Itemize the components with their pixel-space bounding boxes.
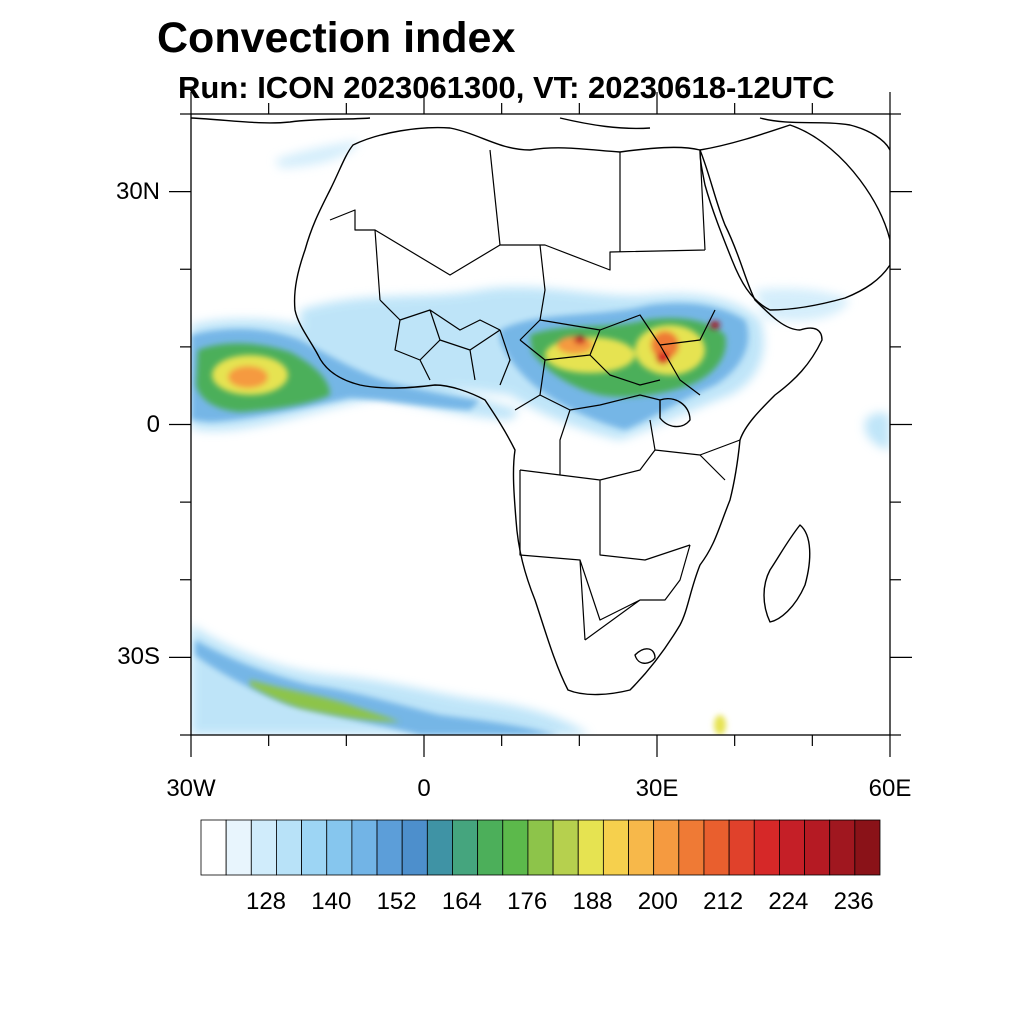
convection-core-central-red — [656, 352, 670, 364]
colorbar — [200, 819, 881, 876]
lat-tick-label: 30S — [117, 643, 160, 671]
convection-core-southern-green — [250, 680, 400, 722]
colorbar-swatch — [276, 819, 302, 876]
lon-tick-label: 0 — [417, 775, 431, 802]
colorbar-swatch — [552, 819, 579, 876]
lon-tick-label: 30W — [166, 775, 216, 802]
country-borders — [329, 149, 741, 641]
colorbar-label: 164 — [441, 888, 482, 915]
colorbar-label: 236 — [833, 888, 874, 915]
colorbar-swatch — [477, 819, 504, 876]
lake-victoria — [659, 398, 691, 428]
colorbar-label: 176 — [507, 888, 548, 915]
colorbar-label: 140 — [311, 888, 352, 915]
colorbar-swatch — [225, 819, 252, 876]
arabia-coastline — [699, 124, 890, 311]
colorbar-label: 212 — [703, 888, 744, 915]
colorbar-swatch — [351, 819, 378, 876]
colorbar-swatch — [200, 819, 227, 876]
chart-title: Convection index — [157, 14, 516, 62]
colorbar-swatch — [452, 819, 479, 876]
europe-coastline — [191, 117, 890, 151]
colorbar-swatch — [577, 819, 604, 876]
colorbar-swatch — [376, 819, 403, 876]
colorbar-swatch — [678, 819, 705, 876]
colorbar-swatch — [426, 819, 453, 876]
coastlines — [191, 117, 890, 696]
convection-core-central-red-2 — [574, 336, 586, 344]
convection-area-indian-ocean — [865, 412, 890, 450]
colorbar-swatch — [502, 819, 529, 876]
convection-area-arabian-sea — [275, 140, 360, 168]
lat-tick-label: 0 — [146, 410, 160, 438]
colorbar-swatch — [401, 819, 428, 876]
axis-ticks — [169, 92, 912, 757]
lesotho-border — [634, 648, 656, 664]
colorbar-swatch — [653, 819, 680, 876]
convection-core-east-red — [710, 321, 720, 329]
colorbar-swatch — [829, 819, 856, 876]
colorbar-label: 188 — [572, 888, 613, 915]
madagascar-coastline — [763, 524, 811, 623]
colorbar-swatch — [753, 819, 780, 876]
convection-core-atlantic-orange — [228, 366, 268, 388]
colorbar-swatch — [779, 819, 805, 876]
colorbar-swatch — [326, 819, 353, 876]
colorbar-label: 128 — [245, 888, 287, 915]
convection-area-red-sea — [755, 288, 850, 321]
map-frame — [190, 113, 891, 736]
lon-tick-label: 60E — [868, 775, 912, 802]
colorbar-swatch — [301, 819, 328, 876]
colorbar-swatch — [602, 819, 629, 876]
colorbar-swatch — [628, 819, 655, 876]
africa-coastline — [293, 126, 823, 696]
colorbar-label: 152 — [376, 888, 417, 915]
lat-tick-label: 30N — [115, 177, 160, 205]
chart-subtitle: Run: ICON 2023061300, VT: 20230618-12UTC — [178, 70, 835, 105]
colorbar-label: 224 — [768, 888, 809, 915]
convection-core-southern-yellow — [714, 715, 726, 735]
colorbar-swatch — [804, 819, 831, 876]
colorbar-swatch — [527, 819, 554, 876]
colorbar-swatch — [728, 819, 755, 876]
convection-core-central-orange-2 — [651, 331, 679, 359]
colorbar-swatch — [250, 819, 277, 876]
colorbar-swatch — [854, 819, 881, 876]
colorbar-label: 200 — [637, 888, 678, 915]
convection-area-southern-ocean — [191, 625, 590, 735]
convection-field — [191, 140, 890, 735]
colorbar-swatch — [703, 819, 730, 876]
lon-tick-label: 30E — [635, 775, 679, 802]
